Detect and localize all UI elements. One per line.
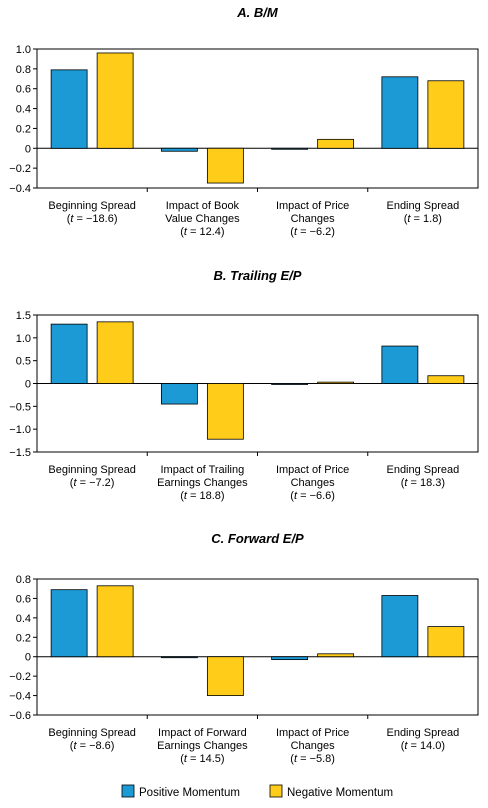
category-label: Value Changes	[165, 213, 240, 225]
t-stat-label: (t = −5.8)	[290, 753, 335, 765]
bar-positive-momentum	[50, 323, 88, 384]
t-stat-label: (t = 1.8)	[404, 213, 442, 225]
y-tick-label: 0	[25, 143, 31, 155]
bar-negative-momentum	[317, 381, 355, 384]
y-tick-label: 0	[25, 652, 31, 664]
bar-negative-momentum	[317, 138, 355, 149]
y-tick-label: −0.5	[9, 401, 31, 413]
category-label: Earnings Changes	[157, 740, 248, 752]
category-label: Impact of Forward	[158, 727, 247, 739]
bar-negative-momentum	[96, 321, 134, 384]
legend-swatch	[121, 784, 135, 798]
bar-positive-momentum	[271, 656, 309, 661]
t-stat-label: (t = 14.0)	[401, 740, 445, 752]
t-stat-label: (t = 18.8)	[180, 490, 224, 502]
t-stat-label: (t = 12.4)	[180, 226, 224, 238]
y-tick-label: −0.2	[9, 163, 31, 175]
category-label: Ending Spread	[386, 200, 459, 212]
y-tick-label: −1.5	[9, 447, 31, 459]
legend-label: Positive Momentum	[139, 787, 240, 799]
t-stat-label: (t = −7.2)	[70, 477, 115, 489]
legend-label: Negative Momentum	[287, 787, 393, 799]
bar-negative-momentum	[206, 656, 244, 696]
category-label: Changes	[291, 740, 336, 752]
bar-positive-momentum	[381, 595, 419, 658]
panel-title: B. Trailing E/P	[214, 268, 302, 283]
y-tick-label: 0.6	[16, 593, 31, 605]
t-stat-label: (t = 18.3)	[401, 477, 445, 489]
category-label: Beginning Spread	[48, 727, 135, 739]
y-tick-label: 1.5	[16, 310, 31, 322]
bar-positive-momentum	[160, 383, 198, 405]
y-tick-label: 0.6	[16, 84, 31, 96]
category-label: Impact of Book	[166, 200, 240, 212]
y-tick-label: 0.4	[16, 104, 31, 116]
bar-positive-momentum	[50, 69, 88, 149]
category-label: Impact of Price	[276, 200, 349, 212]
y-tick-label: −0.4	[9, 691, 31, 703]
y-tick-label: 0	[25, 379, 31, 391]
category-label: Impact of Trailing	[160, 464, 244, 476]
y-tick-label: 0.2	[16, 632, 31, 644]
bar-positive-momentum	[381, 76, 419, 149]
bar-negative-momentum	[317, 653, 355, 658]
bar-positive-momentum	[381, 345, 419, 384]
panel-title: A. B/M	[236, 5, 279, 20]
bar-positive-momentum	[271, 147, 309, 150]
category-label: Changes	[291, 477, 336, 489]
legend-swatch	[269, 784, 283, 798]
bar-negative-momentum	[427, 375, 465, 384]
t-stat-label: (t = −8.6)	[70, 740, 115, 752]
y-tick-label: 0.5	[16, 356, 31, 368]
y-tick-label: 1.0	[16, 333, 31, 345]
bar-negative-momentum	[206, 383, 244, 440]
t-stat-label: (t = −18.6)	[67, 213, 118, 225]
bar-negative-momentum	[96, 52, 134, 149]
bar-negative-momentum	[96, 585, 134, 658]
bar-positive-momentum	[160, 656, 198, 659]
y-tick-label: −1.0	[9, 424, 31, 436]
t-stat-label: (t = 14.5)	[180, 753, 224, 765]
y-tick-label: −0.6	[9, 710, 31, 722]
category-label: Earnings Changes	[157, 477, 248, 489]
y-tick-label: 1.0	[16, 44, 31, 56]
y-tick-label: 0.2	[16, 123, 31, 135]
category-label: Ending Spread	[386, 464, 459, 476]
t-stat-label: (t = −6.6)	[290, 490, 335, 502]
y-tick-label: −0.2	[9, 671, 31, 683]
bar-positive-momentum	[50, 589, 88, 658]
bar-positive-momentum	[271, 383, 309, 385]
category-label: Changes	[291, 213, 336, 225]
panel-title: C. Forward E/P	[211, 531, 304, 546]
bar-negative-momentum	[206, 147, 244, 184]
category-label: Beginning Spread	[48, 464, 135, 476]
bar-negative-momentum	[427, 626, 465, 658]
bar-positive-momentum	[160, 147, 198, 152]
y-tick-label: 0.4	[16, 613, 31, 625]
y-tick-label: 0.8	[16, 64, 31, 76]
category-label: Impact of Price	[276, 464, 349, 476]
category-label: Impact of Price	[276, 727, 349, 739]
category-label: Beginning Spread	[48, 200, 135, 212]
y-tick-label: −0.4	[9, 183, 31, 195]
bar-negative-momentum	[427, 80, 465, 149]
t-stat-label: (t = −6.2)	[290, 226, 335, 238]
category-label: Ending Spread	[386, 727, 459, 739]
y-tick-label: 0.8	[16, 574, 31, 586]
